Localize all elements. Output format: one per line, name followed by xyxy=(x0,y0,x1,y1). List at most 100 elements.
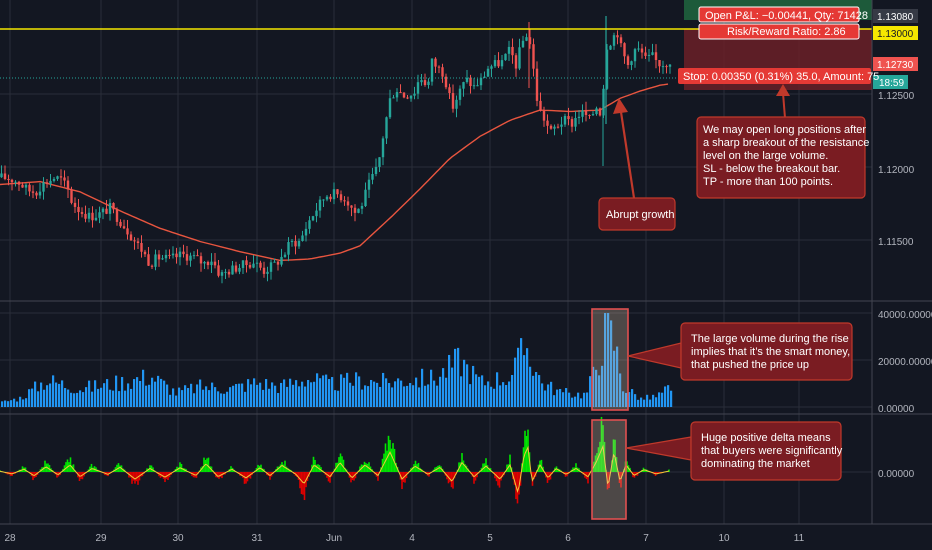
volume-bar xyxy=(496,372,499,407)
candle-body xyxy=(164,254,168,259)
candle-body xyxy=(266,271,269,274)
volume-bar xyxy=(307,379,310,407)
breakout-arrow-head xyxy=(776,84,790,96)
volume-bar xyxy=(112,390,115,407)
volume-bar xyxy=(259,382,262,407)
candle-body xyxy=(147,254,150,266)
candle-body xyxy=(353,207,357,213)
candle-body xyxy=(339,194,343,201)
volume-bar xyxy=(514,357,517,407)
volume-bar xyxy=(313,381,316,407)
volume-bar xyxy=(628,392,631,407)
candle-body xyxy=(661,66,665,68)
volume-bar xyxy=(391,387,394,407)
volume-bar xyxy=(286,386,289,407)
candle-body xyxy=(66,180,70,190)
volume-bar xyxy=(376,382,379,407)
volume-highlight-box xyxy=(591,308,629,411)
volume-bar xyxy=(127,383,130,407)
candle-body xyxy=(248,265,252,268)
volume-bar xyxy=(532,375,535,407)
volume-bar xyxy=(19,396,22,407)
volume-bar xyxy=(121,377,124,407)
volume-bar xyxy=(478,376,481,407)
candle-body xyxy=(189,255,192,261)
volume-bar xyxy=(46,385,49,407)
volume-bar xyxy=(4,400,7,407)
candle-body xyxy=(483,76,486,78)
volume-bar xyxy=(136,377,139,407)
candle-body xyxy=(658,60,661,67)
volume-bar xyxy=(64,388,67,407)
volume-bar xyxy=(382,372,385,407)
candle-body xyxy=(654,52,658,61)
volume-bar xyxy=(283,379,286,407)
volume-bar xyxy=(370,379,373,407)
volume-bar xyxy=(601,365,604,407)
candle-body xyxy=(98,212,101,218)
candle-body xyxy=(465,77,469,83)
volume-callout-line: that pushed the price up xyxy=(691,359,809,371)
volume-bars xyxy=(1,313,673,407)
volume-bar xyxy=(166,384,169,407)
candle-body xyxy=(619,37,623,44)
volume-bar xyxy=(577,392,580,407)
volume-bar xyxy=(106,379,109,407)
moving-average-line xyxy=(0,83,669,262)
volume-bar xyxy=(319,378,322,407)
candle-body xyxy=(241,260,245,268)
volume-bar xyxy=(610,320,613,407)
candle-body xyxy=(252,263,255,268)
volume-bar xyxy=(223,393,226,407)
volume-tick-label: 20000.00000 xyxy=(878,357,932,368)
volume-bar xyxy=(277,392,280,407)
candle-body xyxy=(161,258,164,260)
volume-bar xyxy=(634,394,637,407)
volume-bar xyxy=(658,392,661,407)
candle-body xyxy=(549,125,553,129)
candle-body xyxy=(514,55,518,69)
candle-body xyxy=(563,116,567,125)
candle-body xyxy=(458,88,462,100)
candle-body xyxy=(77,206,80,213)
volume-bar xyxy=(340,374,343,407)
volume-bar xyxy=(406,385,409,407)
delta-tick-label: 0.00000 xyxy=(878,469,915,480)
candle-body xyxy=(570,119,574,127)
volume-bar xyxy=(409,383,412,407)
growth-arrow-line-up xyxy=(619,111,636,199)
volume-bar xyxy=(415,377,418,407)
candle-body xyxy=(392,97,395,99)
candle-body xyxy=(444,76,448,88)
candle-body xyxy=(185,254,189,261)
candle-body xyxy=(129,234,133,241)
volume-bar xyxy=(247,379,250,407)
volume-bar xyxy=(13,398,16,407)
candle-body xyxy=(448,87,451,94)
candle-body xyxy=(385,117,388,139)
current-price-tag-label: 1.12730 xyxy=(877,60,914,71)
candle-body xyxy=(101,208,105,213)
candle-body xyxy=(616,35,619,38)
candle-body xyxy=(668,64,672,67)
volume-bar xyxy=(205,386,208,407)
breakout-callout-line: a sharp breakout of the resistance xyxy=(703,137,869,149)
volume-bar xyxy=(616,346,619,407)
volume-bar xyxy=(238,383,241,407)
candle-body xyxy=(318,199,322,211)
volume-bar xyxy=(154,381,157,407)
candle-body xyxy=(626,56,630,65)
candle-body xyxy=(182,251,185,255)
volume-bar xyxy=(436,385,439,407)
time-tick-label: 31 xyxy=(251,533,263,544)
candle-body xyxy=(420,80,423,83)
candle-body xyxy=(325,196,329,200)
candle-body xyxy=(171,253,175,256)
volume-bar xyxy=(619,373,622,407)
candle-body xyxy=(637,48,640,50)
volume-bar xyxy=(562,392,565,407)
candle-body xyxy=(17,181,21,185)
candle-body xyxy=(308,220,311,229)
candle-body xyxy=(633,49,637,62)
